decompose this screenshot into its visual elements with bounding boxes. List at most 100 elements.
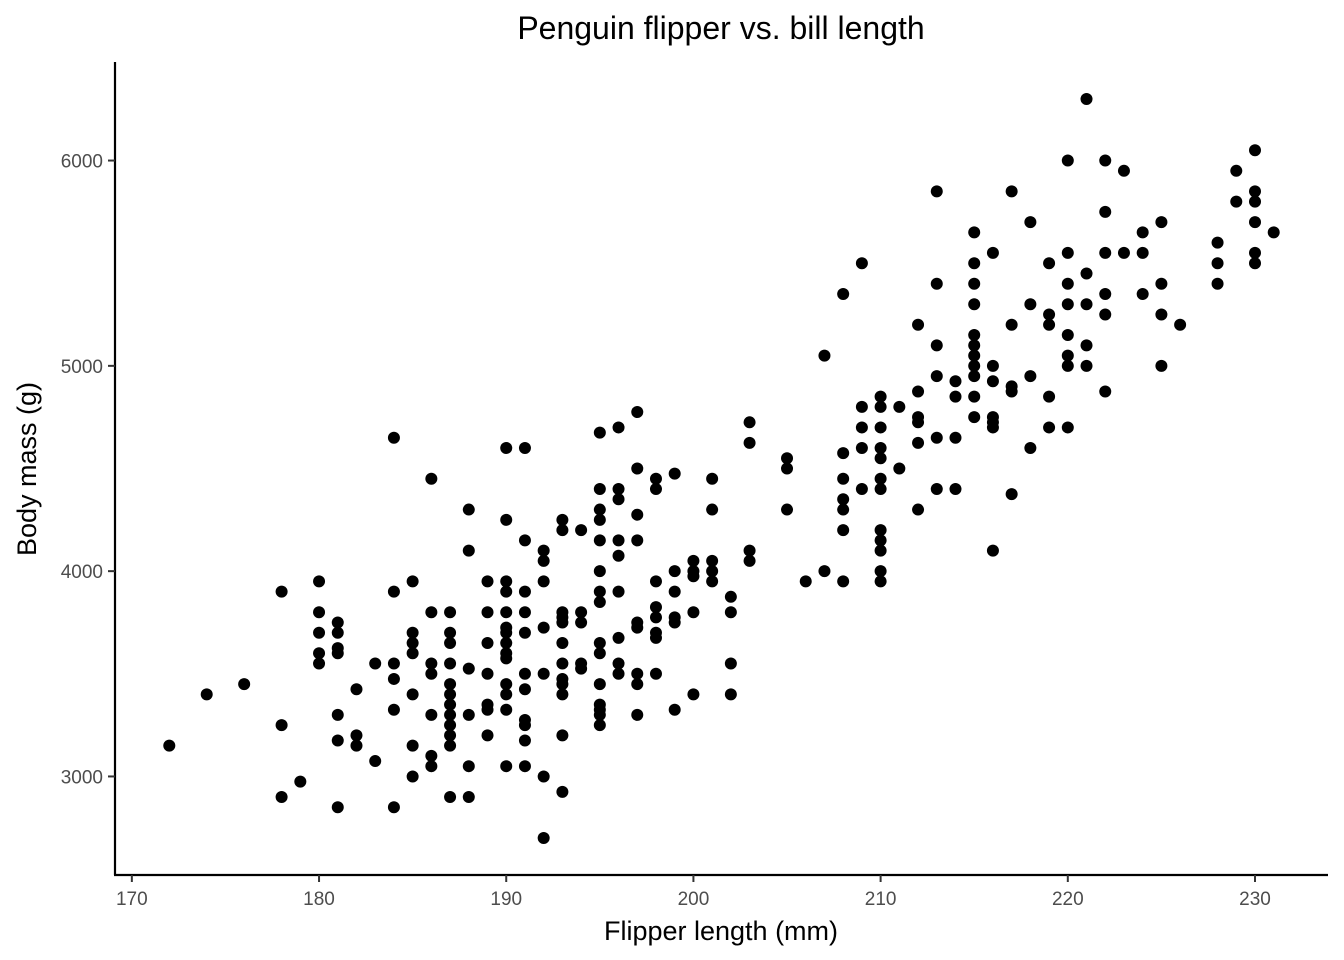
data-point xyxy=(1211,277,1224,290)
data-point xyxy=(406,637,419,650)
data-point xyxy=(462,544,475,557)
data-point xyxy=(724,606,737,619)
data-point xyxy=(855,257,868,270)
data-point xyxy=(331,801,344,814)
data-point xyxy=(444,698,457,711)
data-point xyxy=(799,575,812,588)
data-point xyxy=(462,708,475,721)
data-point xyxy=(1005,185,1018,198)
data-point xyxy=(518,441,531,454)
data-point xyxy=(387,703,400,716)
data-point xyxy=(313,575,326,588)
data-point xyxy=(575,662,588,675)
data-point xyxy=(668,616,681,629)
data-point xyxy=(912,416,925,429)
data-point xyxy=(724,590,737,603)
data-point xyxy=(687,554,700,567)
data-point xyxy=(1174,318,1187,331)
data-point xyxy=(593,585,606,598)
data-point xyxy=(612,534,625,547)
data-point xyxy=(1230,195,1243,208)
data-point xyxy=(518,683,531,696)
data-point xyxy=(668,703,681,716)
data-point xyxy=(444,606,457,619)
data-point xyxy=(1061,246,1074,259)
data-point xyxy=(1043,318,1056,331)
data-point xyxy=(406,688,419,701)
x-tick-label: 210 xyxy=(865,889,897,910)
data-point xyxy=(1043,421,1056,434)
data-point xyxy=(593,534,606,547)
data-point xyxy=(1249,257,1261,270)
data-point xyxy=(1099,246,1112,259)
data-point xyxy=(481,637,494,650)
data-point xyxy=(444,678,457,691)
data-point xyxy=(855,421,868,434)
data-point xyxy=(1136,246,1149,259)
data-point xyxy=(893,462,906,475)
data-point xyxy=(387,657,400,670)
data-point xyxy=(1061,359,1074,372)
data-point xyxy=(575,606,588,619)
data-point xyxy=(968,277,981,290)
data-point xyxy=(612,657,625,670)
data-point xyxy=(444,626,457,639)
data-point xyxy=(1043,390,1056,403)
data-point xyxy=(949,431,962,444)
data-point xyxy=(1061,154,1074,167)
data-point xyxy=(874,400,887,413)
data-point xyxy=(537,770,550,783)
data-point xyxy=(1249,185,1261,198)
data-point xyxy=(313,606,326,619)
data-point xyxy=(1155,216,1168,229)
data-point xyxy=(837,524,850,537)
data-point xyxy=(837,472,850,485)
data-point xyxy=(874,524,887,537)
data-point xyxy=(874,534,887,547)
data-point xyxy=(743,554,756,567)
data-point xyxy=(612,483,625,496)
data-point xyxy=(649,483,662,496)
y-tick-label: 4000 xyxy=(61,562,103,583)
data-point xyxy=(406,626,419,639)
data-point xyxy=(593,565,606,578)
data-point xyxy=(462,790,475,803)
data-point xyxy=(313,626,326,639)
data-point xyxy=(556,785,569,798)
data-point xyxy=(518,585,531,598)
data-point xyxy=(593,513,606,526)
data-point xyxy=(612,493,625,506)
data-point xyxy=(500,441,513,454)
data-point xyxy=(855,400,868,413)
data-point xyxy=(444,657,457,670)
data-point xyxy=(986,359,999,372)
data-point xyxy=(687,688,700,701)
data-point xyxy=(593,483,606,496)
data-point xyxy=(930,483,943,496)
data-point xyxy=(874,575,887,588)
data-point xyxy=(537,554,550,567)
data-point xyxy=(500,688,513,701)
data-point xyxy=(556,637,569,650)
data-point xyxy=(537,575,550,588)
data-point xyxy=(1249,246,1261,259)
y-axis-ticks: 3000 4000 5000 6000 xyxy=(61,152,115,788)
data-point xyxy=(855,483,868,496)
data-point xyxy=(275,585,288,598)
data-point xyxy=(706,575,719,588)
data-point xyxy=(556,729,569,742)
data-point xyxy=(537,832,550,845)
data-point xyxy=(518,734,531,747)
data-point xyxy=(1267,226,1280,239)
data-point xyxy=(874,452,887,465)
data-point xyxy=(575,616,588,629)
y-tick-label: 5000 xyxy=(61,357,103,378)
data-point xyxy=(1061,277,1074,290)
data-point xyxy=(500,585,513,598)
data-point xyxy=(500,513,513,526)
data-point xyxy=(444,739,457,752)
data-point xyxy=(500,575,513,588)
data-point xyxy=(612,667,625,680)
x-tick-label: 190 xyxy=(490,889,522,910)
data-point xyxy=(1024,370,1037,383)
